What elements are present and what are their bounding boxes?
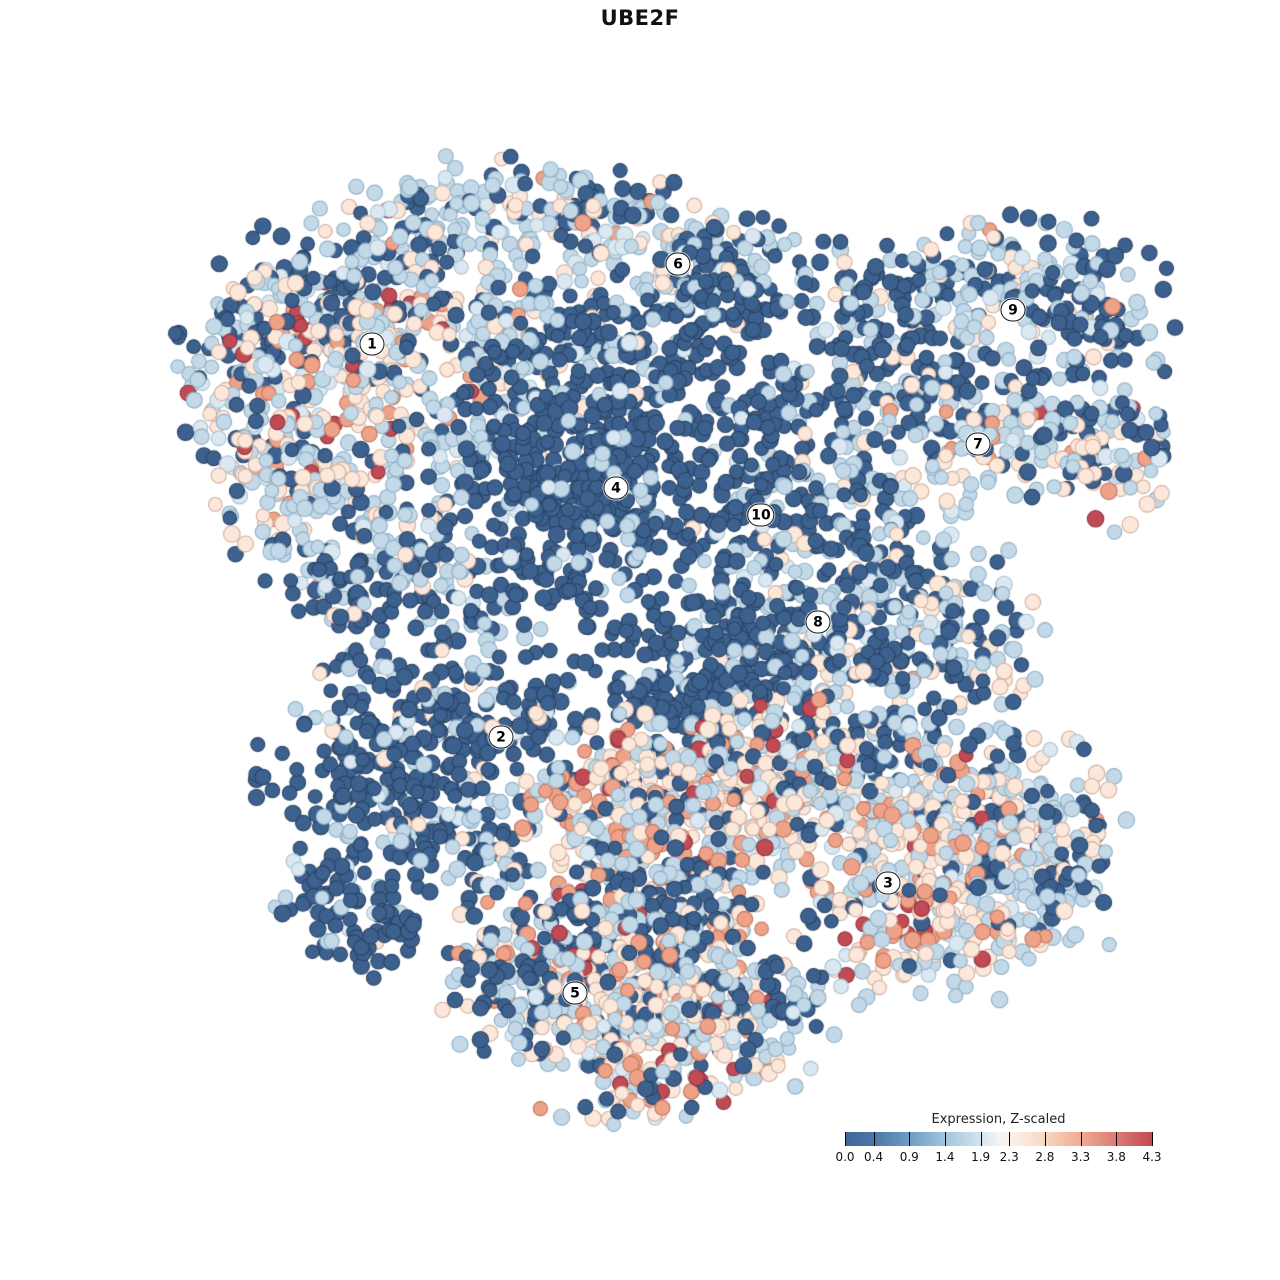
legend-tick-label: 1.4 — [935, 1150, 955, 1164]
legend-title: Expression, Z-scaled — [931, 1112, 1066, 1127]
legend-tick-labels: 0.0 0.4 0.9 1.4 1.9 2.3 2.8 3.3 3.8 4.3 — [835, 1150, 1161, 1166]
legend-tick-mark — [1116, 1132, 1118, 1146]
legend-tick-mark — [1044, 1132, 1046, 1146]
legend-tick-mark — [1152, 1132, 1153, 1146]
legend-tick-label: 3.3 — [1071, 1150, 1091, 1164]
legend-gradient-bar — [845, 1132, 1153, 1146]
legend-tick-mark — [845, 1132, 846, 1146]
legend-tick-label: 2.3 — [999, 1150, 1019, 1164]
legend-tick-mark — [980, 1132, 982, 1146]
legend-tick-label: 1.9 — [971, 1150, 991, 1164]
legend-tick-mark — [1009, 1132, 1011, 1146]
legend-tick-label: 3.8 — [1106, 1150, 1126, 1164]
legend-tick-mark — [1080, 1132, 1082, 1146]
expression-legend: Expression, Z-scaled 0.0 0.4 0.9 1.4 1.9 2.3 2… — [835, 1112, 1161, 1166]
legend-tick-mark — [909, 1132, 911, 1146]
legend-tick-label: 0.9 — [899, 1150, 919, 1164]
legend-tick-label: 0.4 — [864, 1150, 884, 1164]
legend-tick-label: 4.3 — [1142, 1150, 1162, 1164]
legend-tick-label: 2.8 — [1035, 1150, 1055, 1164]
legend-tick-label: 0.0 — [835, 1150, 855, 1164]
legend-tick-mark — [944, 1132, 946, 1146]
legend-tick-mark — [873, 1132, 875, 1146]
